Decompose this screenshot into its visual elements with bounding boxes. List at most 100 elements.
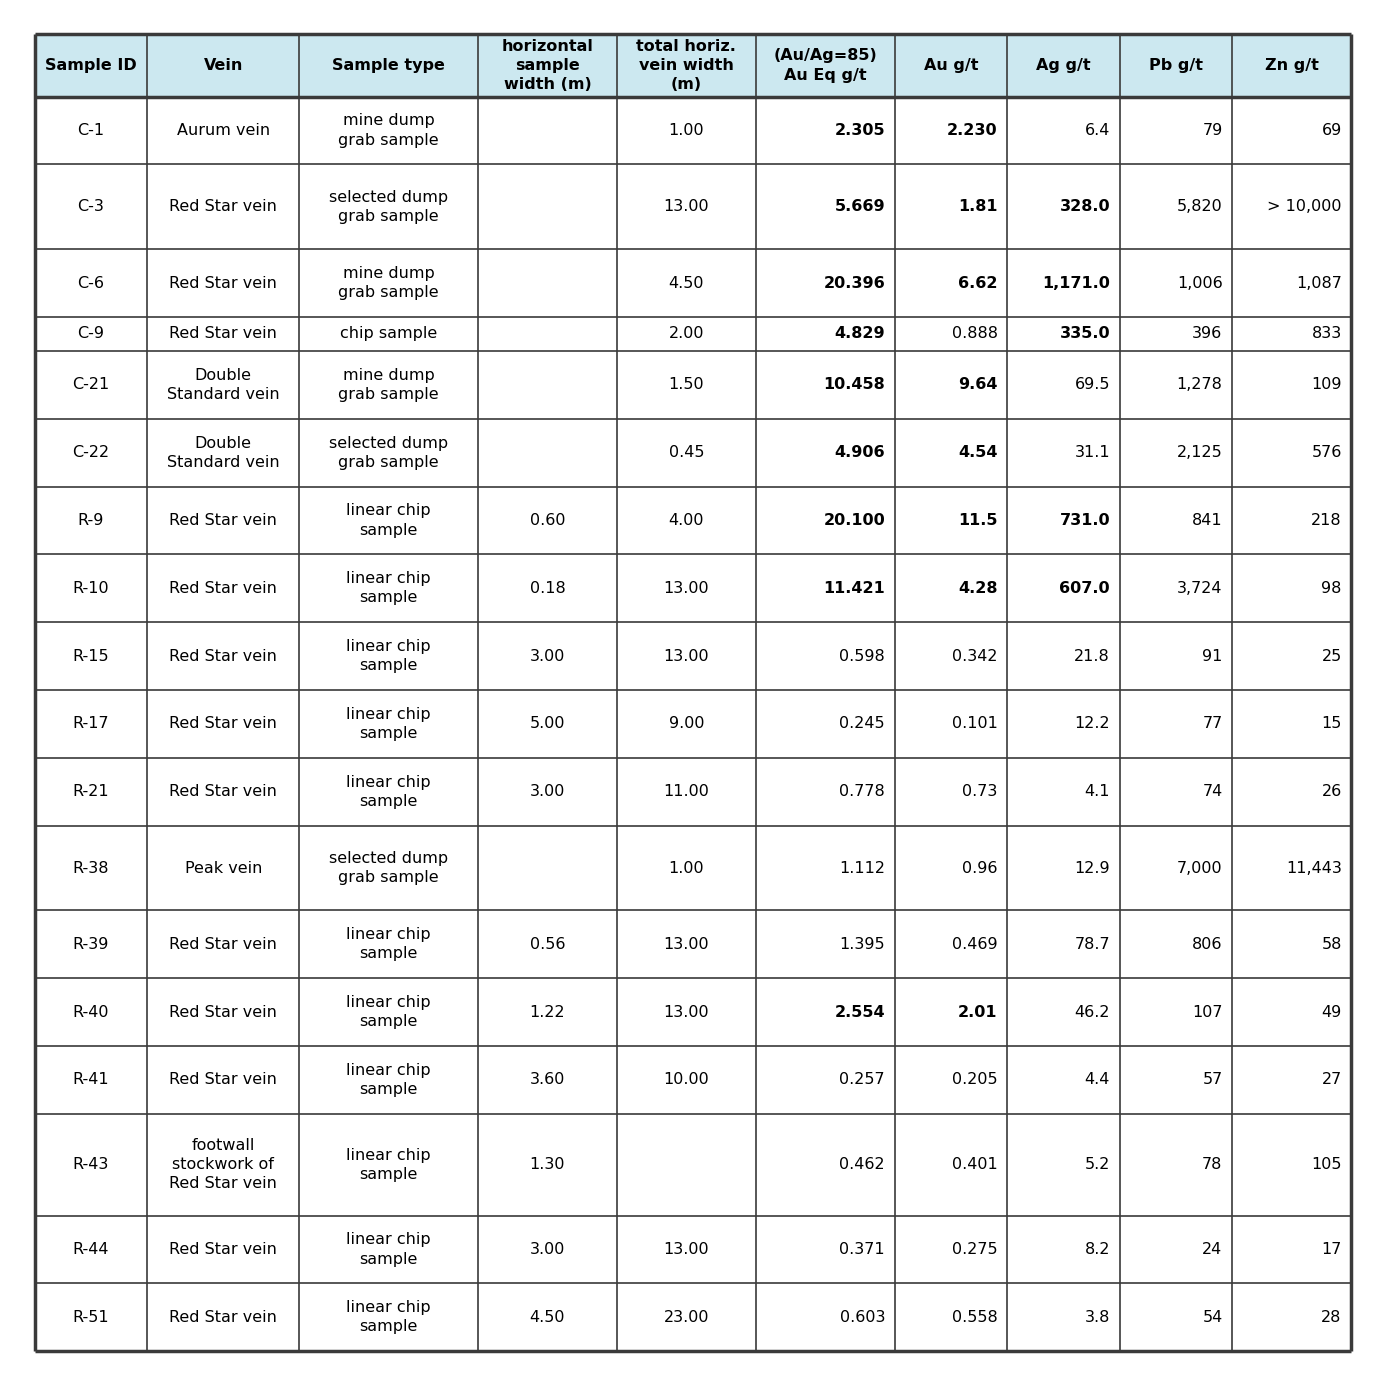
Text: 21.8: 21.8 [1074,648,1110,663]
Text: 576: 576 [1311,444,1342,460]
Text: 10.00: 10.00 [664,1072,710,1087]
Text: mine dump
grab sample: mine dump grab sample [338,367,439,402]
Text: linear chip
sample: linear chip sample [346,1062,431,1097]
Text: 1.112: 1.112 [839,860,886,875]
Text: C-9: C-9 [78,326,104,341]
Text: R-44: R-44 [72,1243,109,1258]
Text: 24: 24 [1202,1243,1222,1258]
Text: R-39: R-39 [72,937,109,952]
Text: R-38: R-38 [72,860,109,875]
Text: 2.230: 2.230 [947,122,998,138]
Text: R-43: R-43 [72,1157,109,1172]
Text: 0.342: 0.342 [952,648,998,663]
Text: Zn g/t: Zn g/t [1265,58,1318,73]
Text: linear chip
sample: linear chip sample [346,775,431,809]
Text: 69: 69 [1321,122,1342,138]
Text: 91: 91 [1202,648,1222,663]
Text: Pb g/t: Pb g/t [1149,58,1203,73]
Text: Red Star vein: Red Star vein [169,784,277,799]
Text: 833: 833 [1311,326,1342,341]
Text: 731.0: 731.0 [1059,513,1110,528]
Bar [35,555,1351,622]
Text: 1,171.0: 1,171.0 [1042,275,1110,290]
Text: Red Star vein: Red Star vein [169,648,277,663]
Text: linear chip
sample: linear chip sample [346,504,431,538]
Text: 2.01: 2.01 [958,1004,998,1020]
Text: C-1: C-1 [78,122,104,138]
Text: 11.421: 11.421 [823,581,886,596]
Text: mine dump
grab sample: mine dump grab sample [338,266,439,300]
Text: linear chip
sample: linear chip sample [346,707,431,742]
Text: C-22: C-22 [72,444,109,460]
Text: Double
Standard vein: Double Standard vein [166,436,280,469]
Text: 0.401: 0.401 [952,1157,998,1172]
Text: 0.371: 0.371 [840,1243,886,1258]
Text: R-9: R-9 [78,513,104,528]
Text: Red Star vein: Red Star vein [169,200,277,215]
Bar [35,978,1351,1046]
Text: 1.81: 1.81 [958,200,998,215]
Text: 5.00: 5.00 [529,717,565,732]
Bar [35,351,1351,418]
Text: Red Star vein: Red Star vein [169,1004,277,1020]
Text: linear chip
sample: linear chip sample [346,927,431,962]
Text: 13.00: 13.00 [664,937,710,952]
Text: linear chip
sample: linear chip sample [346,1148,431,1182]
Text: mine dump
grab sample: mine dump grab sample [338,113,439,147]
Text: 3,724: 3,724 [1177,581,1222,596]
Text: 9.64: 9.64 [958,377,998,392]
Text: Red Star vein: Red Star vein [169,1243,277,1258]
Bar [35,826,1351,911]
Text: 78.7: 78.7 [1074,937,1110,952]
Bar [35,487,1351,555]
Text: 5.669: 5.669 [834,200,886,215]
Text: 11.00: 11.00 [664,784,710,799]
Text: R-17: R-17 [72,717,109,732]
Text: 1.395: 1.395 [840,937,886,952]
Text: linear chip
sample: linear chip sample [346,1300,431,1335]
Text: Peak vein: Peak vein [184,860,262,875]
Text: linear chip
sample: linear chip sample [346,571,431,605]
Text: 0.73: 0.73 [962,784,998,799]
Text: R-40: R-40 [72,1004,109,1020]
Text: 98: 98 [1321,581,1342,596]
Text: R-51: R-51 [72,1310,109,1325]
Text: 27: 27 [1321,1072,1342,1087]
Text: chip sample: chip sample [340,326,437,341]
Text: Red Star vein: Red Star vein [169,275,277,290]
Text: footwall
stockwork of
Red Star vein: footwall stockwork of Red Star vein [169,1138,277,1192]
Text: 4.906: 4.906 [834,444,886,460]
Text: 218: 218 [1311,513,1342,528]
Text: Red Star vein: Red Star vein [169,717,277,732]
Text: 15: 15 [1321,717,1342,732]
Text: 0.888: 0.888 [952,326,998,341]
Text: 10.458: 10.458 [823,377,886,392]
Text: 5.2: 5.2 [1085,1157,1110,1172]
Text: C-3: C-3 [78,200,104,215]
Text: 1,087: 1,087 [1296,275,1342,290]
Text: 0.18: 0.18 [529,581,565,596]
Text: Red Star vein: Red Star vein [169,513,277,528]
Bar [35,316,1351,351]
Bar [35,622,1351,689]
Text: 31.1: 31.1 [1074,444,1110,460]
Text: total horiz.
vein width
(m): total horiz. vein width (m) [636,39,736,92]
Bar [35,249,1351,316]
Text: 2.00: 2.00 [668,326,704,341]
Bar [35,911,1351,978]
Text: 105: 105 [1311,1157,1342,1172]
Text: 13.00: 13.00 [664,1243,710,1258]
Text: Red Star vein: Red Star vein [169,326,277,341]
Text: 0.56: 0.56 [529,937,565,952]
Text: 20.396: 20.396 [823,275,886,290]
Text: 13.00: 13.00 [664,648,710,663]
Text: horizontal
sample
width (m): horizontal sample width (m) [502,39,593,92]
Bar [35,689,1351,758]
Text: 4.50: 4.50 [529,1310,565,1325]
Text: R-21: R-21 [72,784,109,799]
Text: 77: 77 [1202,717,1222,732]
Text: 841: 841 [1192,513,1222,528]
Text: linear chip
sample: linear chip sample [346,638,431,673]
Text: Red Star vein: Red Star vein [169,1072,277,1087]
Text: 13.00: 13.00 [664,581,710,596]
